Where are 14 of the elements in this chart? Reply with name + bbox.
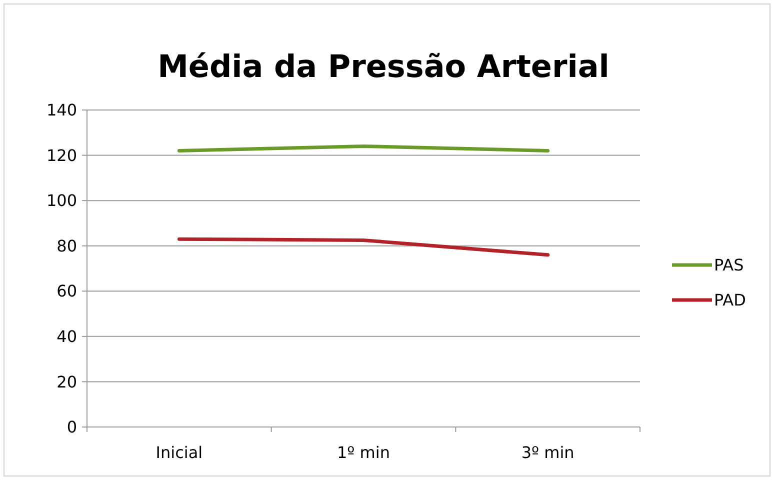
y-tick-label: 20 [56, 372, 77, 392]
y-tick-label: 140 [46, 100, 77, 120]
y-tick-label: 100 [46, 191, 77, 210]
y-tick-label: 120 [46, 146, 77, 165]
legend-label: PAS [714, 256, 744, 275]
x-tick-label: Inicial [156, 443, 203, 462]
y-tick-label: 0 [66, 418, 77, 437]
y-tick-label: 80 [56, 236, 77, 256]
y-tick-label: 60 [56, 282, 77, 301]
y-tick-label: 40 [56, 327, 77, 346]
x-tick-label: 1º min [337, 443, 390, 462]
legend-label: PAD [714, 290, 746, 310]
x-tick-label: 3º min [521, 443, 574, 462]
chart-title: Média da Pressão Arterial [158, 49, 610, 85]
